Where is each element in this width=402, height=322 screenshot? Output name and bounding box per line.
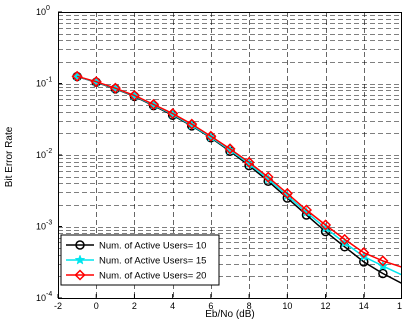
series-group (71, 70, 402, 268)
x-tick-label: 8 (247, 301, 252, 311)
x-tick-label: 0 (94, 301, 99, 311)
data-point (243, 156, 255, 168)
x-tick-label: 6 (208, 301, 213, 311)
data-point (262, 171, 274, 183)
legend-entry-label: Num. of Active Users= 10 (99, 241, 206, 252)
x-tick-label: -2 (54, 301, 62, 311)
y-tick-label: 10 (36, 150, 46, 160)
x-axis-label: Eb/No (dB) (205, 309, 254, 320)
y-tick-exponent: -1 (46, 77, 52, 84)
x-tick-label: 10 (282, 301, 292, 311)
legend: Num. of Active Users= 10 Num. of Active U… (60, 234, 220, 286)
data-point (167, 107, 179, 120)
data-point (109, 82, 121, 94)
data-point (74, 269, 86, 281)
y-tick-label: 10 (36, 7, 46, 17)
data-point (339, 233, 351, 245)
y-tick-exponent: -4 (46, 291, 52, 298)
data-point (186, 118, 198, 130)
data-point (90, 76, 102, 88)
x-tick-label: 16 (397, 301, 402, 311)
y-tick-label: 10 (36, 222, 46, 232)
data-point (74, 254, 86, 265)
data-point (378, 268, 388, 279)
x-tick-label: 14 (359, 301, 369, 311)
data-point (300, 204, 313, 216)
axis-ticks: -2024681012141610010-110-210-310-4 (36, 5, 402, 311)
x-tick-label: 4 (170, 301, 175, 311)
data-point (205, 130, 217, 142)
y-tick-label: 10 (36, 293, 46, 303)
data-point (147, 98, 160, 110)
legend-entry-label: Num. of Active Users= 20 (99, 271, 206, 282)
data-point (128, 89, 141, 102)
data-point (71, 70, 83, 82)
x-tick-label: 2 (132, 301, 137, 311)
y-tick-label: 10 (36, 79, 46, 89)
data-point (75, 240, 85, 250)
series-layer (71, 70, 402, 285)
data-point (281, 187, 293, 199)
y-tick-exponent: -3 (46, 220, 52, 227)
data-point (319, 219, 332, 231)
data-point (358, 247, 370, 259)
data-point (377, 255, 389, 267)
y-tick-exponent: -2 (46, 148, 52, 155)
y-axis-label: Bit Error Rate (4, 126, 15, 187)
data-point (224, 143, 236, 155)
x-tick-label: 12 (321, 301, 331, 311)
legend-entry-label: Num. of Active Users= 15 (99, 256, 206, 267)
y-tick-exponent: 0 (46, 5, 50, 12)
